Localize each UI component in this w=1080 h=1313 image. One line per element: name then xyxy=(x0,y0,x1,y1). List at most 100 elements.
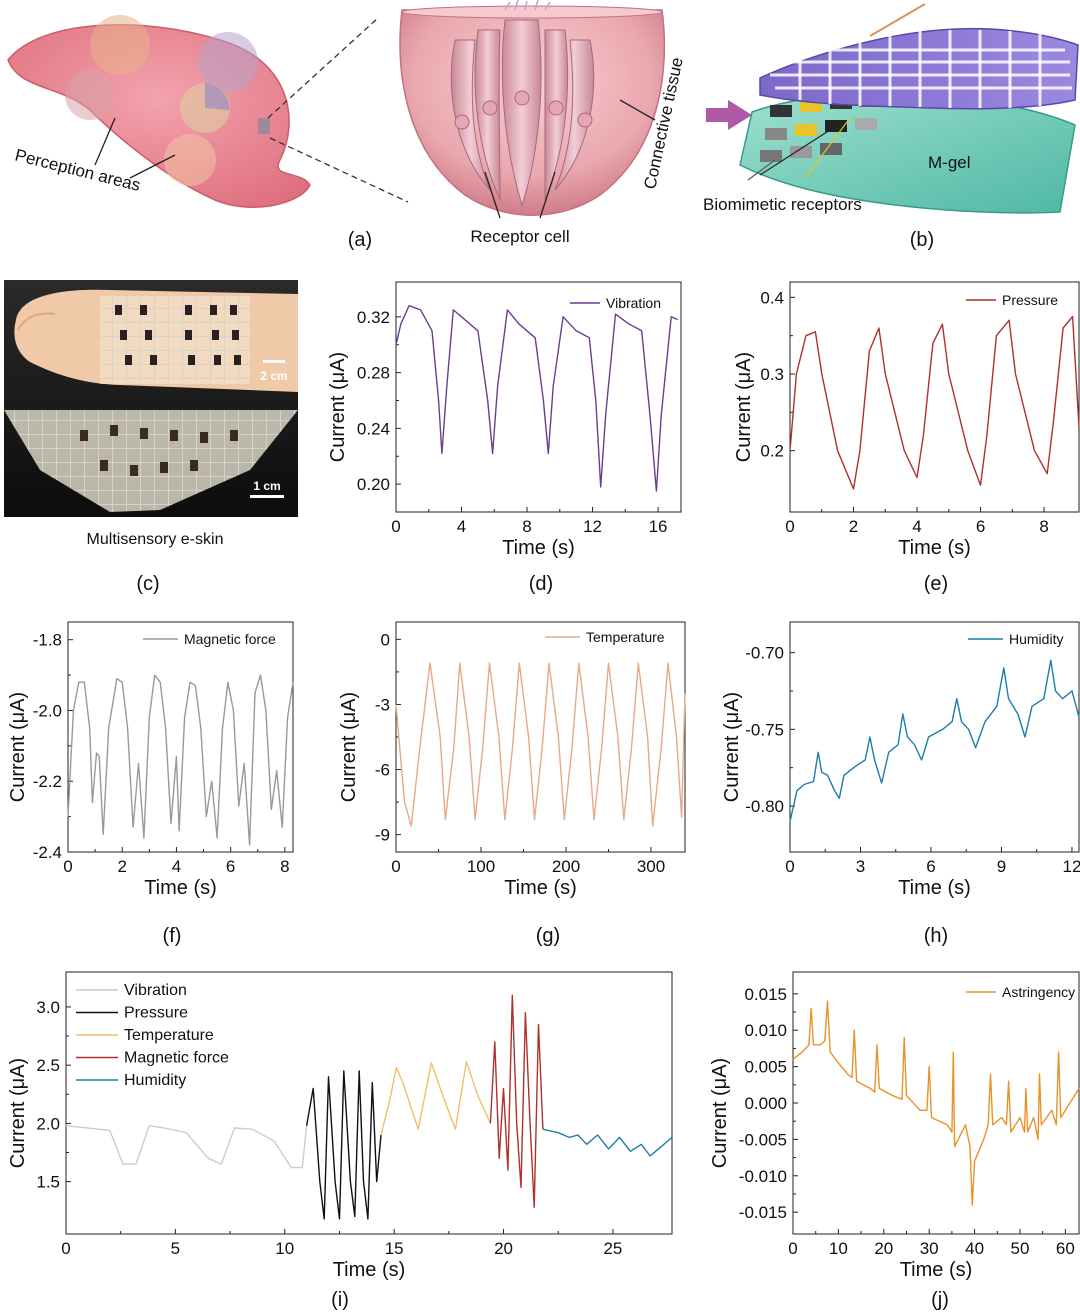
panel-label-f: (f) xyxy=(163,925,182,947)
x-tick-label: 9 xyxy=(997,857,1006,876)
legend-label: Pressure xyxy=(124,1005,188,1022)
legend-label: Magnetic force xyxy=(184,631,276,647)
x-tick-label: 6 xyxy=(226,857,235,876)
mesh-layer xyxy=(759,3,1079,110)
y-tick-label: -0.70 xyxy=(745,644,784,663)
receptor-cup-illustration xyxy=(399,0,666,219)
x-tick-label: 8 xyxy=(522,517,531,536)
x-tick-label: 6 xyxy=(976,517,985,536)
series-line-magnetic-force xyxy=(489,994,544,1208)
y-tick-label: 0.010 xyxy=(744,1021,787,1040)
x-tick-label: 3 xyxy=(856,857,865,876)
plot-frame xyxy=(65,971,673,1235)
y-tick-label: 2.0 xyxy=(36,1114,60,1133)
x-axis-label: Time (s) xyxy=(502,537,575,559)
biomimetic-receptors-label: Biomimetic receptors xyxy=(703,195,862,214)
panel-label-d: (d) xyxy=(529,573,553,595)
legend-label: Astringency xyxy=(1002,984,1075,1000)
y-tick-label: -1.8 xyxy=(33,631,62,650)
y-axis-label: Current (μA) xyxy=(7,1058,29,1168)
y-tick-label: 0.000 xyxy=(744,1094,787,1113)
y-tick-label: -2.0 xyxy=(33,701,62,720)
legend-label: Vibration xyxy=(124,982,187,999)
x-tick-label: 200 xyxy=(552,857,580,876)
panel-label-g: (g) xyxy=(536,925,560,947)
y-tick-label: -9 xyxy=(375,826,390,845)
panel-a-illustration: Perception areas Receptor cell Connectiv… xyxy=(7,0,687,251)
series-line-vibration xyxy=(395,305,678,492)
y-tick-label: 1.5 xyxy=(36,1173,60,1192)
y-axis-label: Current (μA) xyxy=(338,692,360,802)
series-line-temperature xyxy=(380,1061,492,1136)
scale-bar-bottom xyxy=(250,495,284,498)
chart-humidity: 0 3 6 9 12 -0.80 -0.75 -0.70 Time (s) Current (μA… xyxy=(721,621,1080,899)
plot-frame xyxy=(789,621,1080,853)
legend-label: Pressure xyxy=(1002,292,1058,308)
legend-label: Temperature xyxy=(124,1027,214,1044)
scale-label-top: 2 cm xyxy=(260,369,287,383)
skin-patch-illustration xyxy=(7,15,311,208)
y-tick-label: 0.2 xyxy=(760,442,784,461)
y-tick-label: -0.010 xyxy=(739,1167,787,1186)
panel-label-a: (a) xyxy=(348,229,372,251)
eskin-caption: Multisensory e-skin xyxy=(87,531,224,548)
plot-frame xyxy=(395,281,682,513)
y-tick-label: 0.20 xyxy=(357,475,390,494)
series-line-humidity xyxy=(789,659,1080,822)
x-tick-label: 8 xyxy=(1039,517,1048,536)
zoom-line-bottom xyxy=(269,137,409,203)
x-tick-label: 6 xyxy=(926,857,935,876)
y-tick-label: 3.0 xyxy=(36,998,60,1017)
y-tick-label: 0.4 xyxy=(760,288,784,307)
x-tick-label: 20 xyxy=(874,1239,893,1258)
mgel-label: M-gel xyxy=(928,153,971,172)
y-axis-label: Current (μA) xyxy=(709,1058,731,1168)
plot-frame xyxy=(67,621,294,853)
x-tick-label: 100 xyxy=(467,857,495,876)
x-tick-label: 4 xyxy=(172,857,181,876)
y-tick-label: -2.2 xyxy=(33,772,62,791)
series-line-astringency xyxy=(792,1000,1080,1206)
x-tick-label: 50 xyxy=(1011,1239,1030,1258)
y-tick-label: 0.005 xyxy=(744,1058,787,1077)
panel-label-c: (c) xyxy=(136,573,159,595)
x-tick-label: 40 xyxy=(965,1239,984,1258)
x-tick-label: 5 xyxy=(171,1239,180,1258)
scale-bar-top xyxy=(263,360,285,363)
x-tick-label: 16 xyxy=(649,517,668,536)
y-tick-label: -0.75 xyxy=(745,720,784,739)
y-tick-label: 0.32 xyxy=(357,308,390,327)
x-tick-label: 0 xyxy=(785,857,794,876)
x-tick-label: 300 xyxy=(637,857,665,876)
x-axis-label: Time (s) xyxy=(333,1259,406,1281)
x-tick-label: 12 xyxy=(1062,857,1080,876)
y-tick-label: 0.015 xyxy=(744,985,787,1004)
x-axis-label: Time (s) xyxy=(900,1259,973,1281)
legend-label: Temperature xyxy=(586,629,665,645)
perception-areas-label: Perception areas xyxy=(13,145,142,195)
wrist-photo xyxy=(14,289,298,392)
zoom-line-top xyxy=(267,17,379,119)
x-tick-label: 2 xyxy=(849,517,858,536)
chart-temperature: 0 100 200 300 -9 -6 -3 0 Time (s) Current (μA) Tem… xyxy=(338,621,686,899)
x-tick-label: 15 xyxy=(385,1239,404,1258)
x-tick-label: 0 xyxy=(788,1239,797,1258)
panel-label-b: (b) xyxy=(910,229,934,251)
series-line-pressure xyxy=(789,315,1080,490)
chart-combined-stimuli: 0 5 10 15 20 25 1.5 2.0 2.5 3.0 Time (s) Current (μ… xyxy=(7,971,673,1281)
y-tick-label: -0.80 xyxy=(745,797,784,816)
series-line-humidity xyxy=(542,1128,673,1157)
legend-label: Vibration xyxy=(606,295,661,311)
x-tick-label: 12 xyxy=(583,517,602,536)
y-tick-label: -0.005 xyxy=(739,1130,787,1149)
x-axis-label: Time (s) xyxy=(504,877,577,899)
x-tick-label: 2 xyxy=(117,857,126,876)
series-line-magnetic-force xyxy=(67,674,294,846)
panel-label-j: (j) xyxy=(931,1289,949,1311)
panel-label-i: (i) xyxy=(331,1289,349,1311)
series-line-temperature xyxy=(395,662,686,827)
x-tick-label: 30 xyxy=(920,1239,939,1258)
chart-magnetic-force: 0 2 4 6 8 -2.4 -2.2 -2.0 -1.8 Time (s) Current (μA… xyxy=(7,621,294,899)
panel-label-h: (h) xyxy=(924,925,948,947)
y-tick-label: 0.3 xyxy=(760,365,784,384)
